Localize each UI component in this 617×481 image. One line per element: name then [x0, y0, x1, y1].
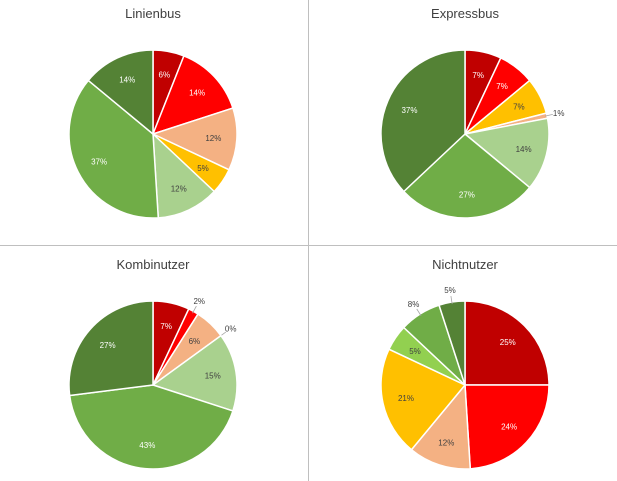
- data-label-kombinutzer-1: 7%: [160, 322, 172, 331]
- data-label-linienbus-4: 5%: [197, 164, 209, 173]
- pie-slice-nichtnutzer-2: [464, 384, 550, 470]
- data-label-nichtnutzer-1: 25%: [500, 338, 516, 347]
- pie-slice-linienbus-7: [87, 49, 154, 136]
- pie-slice-kombinutzer-7: [68, 300, 154, 397]
- data-label-expressbus-4: 1%: [553, 109, 565, 118]
- data-label-nichtnutzer-4: 21%: [398, 394, 414, 403]
- pie-slice-linienbus-5: [152, 132, 216, 219]
- data-label-linienbus-6: 37%: [91, 157, 107, 166]
- pie-slice-linienbus-3: [150, 107, 238, 171]
- leader-line-expressbus-4: [544, 113, 553, 117]
- chart-title-linienbus: Linienbus: [125, 6, 181, 21]
- chart-title-nichtnutzer: Nichtnutzer: [432, 257, 498, 272]
- data-label-linienbus-3: 12%: [205, 134, 221, 143]
- data-label-kombinutzer-3: 6%: [189, 337, 201, 346]
- data-label-linienbus-1: 6%: [159, 71, 171, 80]
- data-label-expressbus-6: 27%: [459, 190, 475, 199]
- data-label-nichtnutzer-5: 5%: [409, 347, 421, 356]
- leader-line-nichtnutzer-6: [416, 308, 422, 316]
- pie-slice-expressbus-5: [463, 117, 550, 189]
- pie-slice-nichtnutzer-1: [464, 300, 550, 386]
- data-label-kombinutzer-4: 0%: [225, 325, 237, 334]
- pie-slice-expressbus-7: [380, 49, 466, 193]
- data-label-expressbus-7: 37%: [401, 106, 417, 115]
- leader-line-nichtnutzer-7: [450, 296, 453, 305]
- chart-title-expressbus: Expressbus: [431, 6, 499, 21]
- data-label-expressbus-2: 7%: [496, 82, 508, 91]
- pie-slice-kombinutzer-6: [68, 384, 234, 470]
- data-label-linienbus-2: 14%: [189, 89, 205, 98]
- data-label-linienbus-5: 12%: [171, 185, 187, 194]
- pie-slice-linienbus-6: [68, 79, 160, 219]
- data-label-expressbus-3: 7%: [513, 103, 525, 112]
- data-label-kombinutzer-5: 15%: [205, 372, 221, 381]
- data-label-linienbus-7: 14%: [119, 75, 135, 84]
- data-label-kombinutzer-7: 27%: [100, 341, 116, 350]
- data-label-expressbus-5: 14%: [516, 145, 532, 154]
- leader-line-kombinutzer-2: [192, 305, 197, 314]
- data-label-nichtnutzer-3: 12%: [438, 439, 454, 448]
- data-label-nichtnutzer-7: 5%: [444, 286, 456, 295]
- data-label-kombinutzer-2: 2%: [193, 297, 205, 306]
- pie-slice-nichtnutzer-3: [410, 383, 472, 470]
- pie-slice-nichtnutzer-4: [380, 348, 467, 451]
- data-label-expressbus-1: 7%: [472, 71, 484, 80]
- data-label-nichtnutzer-2: 24%: [501, 422, 517, 431]
- pie-slice-expressbus-6: [402, 133, 531, 219]
- data-label-kombinutzer-6: 43%: [139, 441, 155, 450]
- pie-slice-kombinutzer-5: [151, 334, 238, 412]
- data-label-nichtnutzer-6: 8%: [408, 300, 420, 309]
- chart-title-kombinutzer: Kombinutzer: [117, 257, 191, 272]
